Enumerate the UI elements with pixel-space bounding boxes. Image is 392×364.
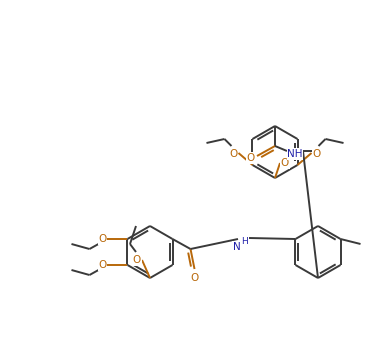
Text: H: H xyxy=(241,237,249,246)
Text: O: O xyxy=(98,234,107,244)
Text: O: O xyxy=(247,153,255,163)
Text: O: O xyxy=(98,260,107,270)
Text: O: O xyxy=(312,149,321,159)
Text: O: O xyxy=(191,273,199,283)
Text: N: N xyxy=(233,242,241,252)
Text: O: O xyxy=(133,255,141,265)
Text: NH: NH xyxy=(287,149,303,159)
Text: O: O xyxy=(281,158,289,168)
Text: O: O xyxy=(229,149,238,159)
